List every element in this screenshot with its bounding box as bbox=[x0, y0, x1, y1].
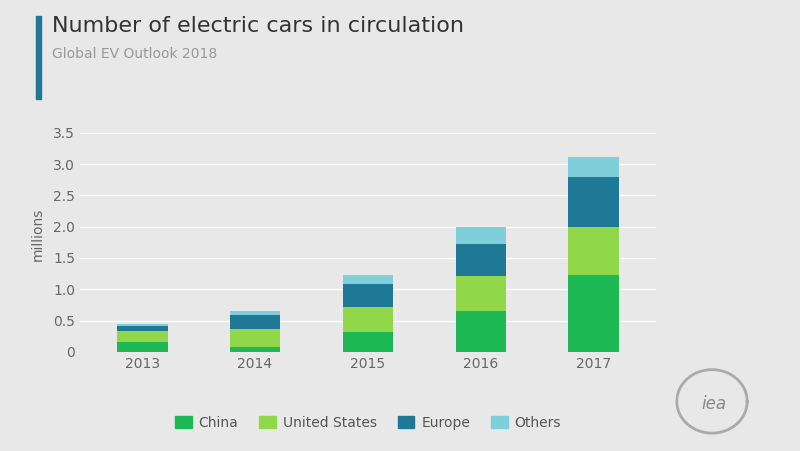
Bar bbox=[342, 307, 394, 332]
Bar bbox=[230, 329, 281, 347]
Bar bbox=[569, 227, 619, 275]
Bar bbox=[230, 315, 281, 329]
Bar bbox=[455, 244, 506, 276]
Text: Number of electric cars in circulation: Number of electric cars in circulation bbox=[52, 16, 464, 36]
Bar bbox=[342, 275, 394, 284]
Bar bbox=[569, 177, 619, 227]
Bar bbox=[455, 227, 506, 244]
Bar bbox=[117, 342, 167, 352]
Bar bbox=[230, 311, 281, 315]
Bar bbox=[117, 331, 167, 342]
Text: Global EV Outlook 2018: Global EV Outlook 2018 bbox=[52, 47, 218, 61]
Bar bbox=[455, 276, 506, 311]
Bar bbox=[117, 324, 167, 326]
Text: iea: iea bbox=[701, 395, 726, 413]
Y-axis label: millions: millions bbox=[31, 208, 45, 261]
Bar bbox=[569, 275, 619, 352]
Bar bbox=[569, 156, 619, 177]
Bar bbox=[455, 311, 506, 352]
Legend: China, United States, Europe, Others: China, United States, Europe, Others bbox=[170, 410, 566, 435]
Bar bbox=[342, 332, 394, 352]
Bar bbox=[342, 284, 394, 307]
Bar bbox=[230, 347, 281, 352]
Bar bbox=[117, 326, 167, 331]
